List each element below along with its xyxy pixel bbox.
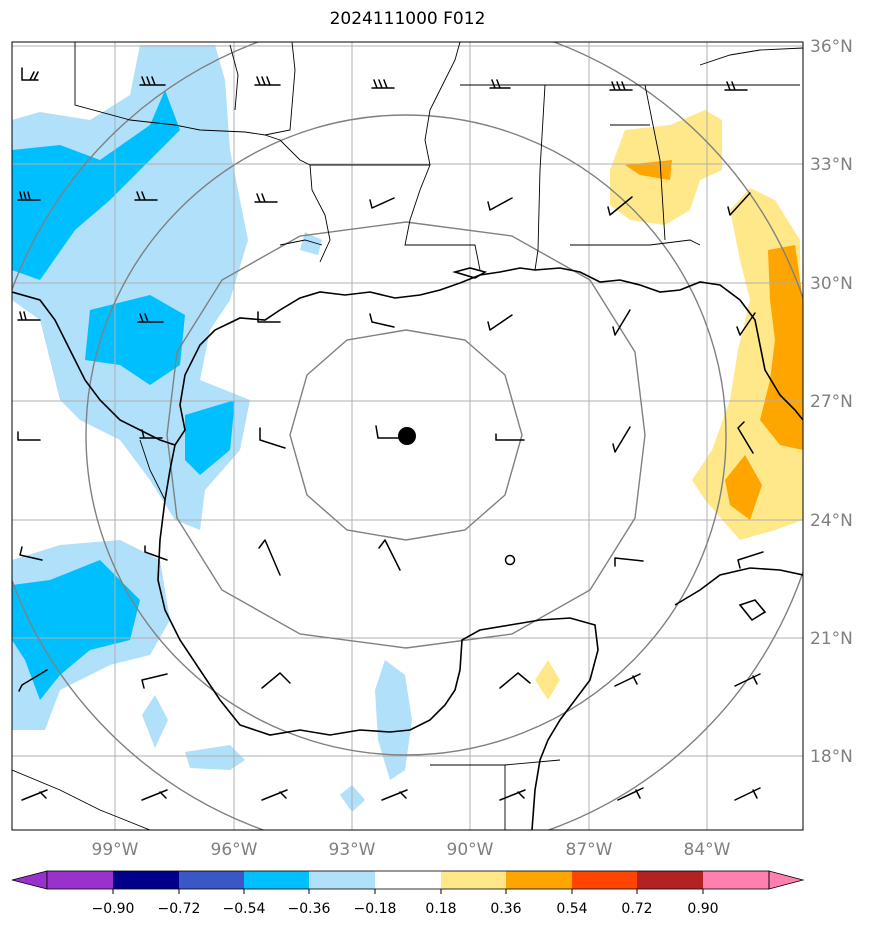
lat-label: 18°N: [810, 747, 853, 767]
latitude-labels: 36°N 33°N 30°N 27°N 24°N 21°N 18°N: [810, 37, 853, 767]
lat-label: 24°N: [810, 511, 853, 531]
lon-label: 96°W: [211, 840, 258, 860]
shaded-field-negative: [12, 45, 412, 812]
colorbar-segment: [309, 871, 375, 889]
lon-label: 87°W: [566, 840, 613, 860]
colorbar-segment: [572, 871, 637, 889]
colorbar-segment: [703, 871, 769, 889]
colorbar-segment: [244, 871, 309, 889]
colorbar-tick-label: −0.18: [354, 901, 397, 917]
colorbar-segment: [441, 871, 506, 889]
colorbar-under-extension: [11, 870, 48, 890]
colorbar-tick-label: 0.72: [621, 901, 652, 917]
colorbar-tick-label: −0.54: [223, 901, 266, 917]
colorbar-segment: [637, 871, 703, 889]
lat-label: 21°N: [810, 629, 853, 649]
colorbar-segment: [506, 871, 572, 889]
longitude-labels: 99°W 96°W 93°W 90°W 87°W 84°W: [92, 840, 731, 860]
colorbar-segment: [375, 871, 441, 889]
lat-label: 33°N: [810, 155, 853, 175]
colorbar-tick-label: −0.36: [288, 901, 331, 917]
colorbar-tick-label: 0.36: [490, 901, 521, 917]
lon-label: 99°W: [92, 840, 139, 860]
wind-barbs: [17, 67, 764, 801]
colorbar-segment: [179, 871, 244, 889]
lat-label: 30°N: [810, 274, 853, 294]
map-title: 2024111000 F012: [329, 9, 486, 29]
lon-label: 90°W: [447, 840, 494, 860]
colorbar-tick-label: 0.18: [425, 901, 456, 917]
calm-wind-marker: [504, 554, 516, 566]
colorbar-segment: [47, 871, 113, 889]
coastline: [12, 267, 803, 830]
lat-label: 27°N: [810, 392, 853, 412]
map-frame: [11, 41, 804, 831]
lat-lon-grid: [12, 42, 803, 830]
lon-label: 84°W: [684, 840, 731, 860]
colorbar-tick-label: −0.72: [158, 901, 201, 917]
storm-center-marker: [398, 427, 416, 445]
colorbar-tick-label: 0.90: [687, 901, 718, 917]
state-borders: [12, 42, 803, 830]
lon-label: 93°W: [329, 840, 376, 860]
colorbar-segment: [113, 871, 179, 889]
colorbar: −0.90 −0.72 −0.54 −0.36 −0.18 0.18 0.36 …: [11, 870, 805, 917]
colorbar-tick-label: −0.90: [92, 901, 135, 917]
lat-label: 36°N: [810, 37, 853, 57]
colorbar-tick-label: 0.54: [556, 901, 587, 917]
colorbar-over-extension: [768, 870, 805, 890]
shaded-field-positive: [535, 110, 803, 700]
